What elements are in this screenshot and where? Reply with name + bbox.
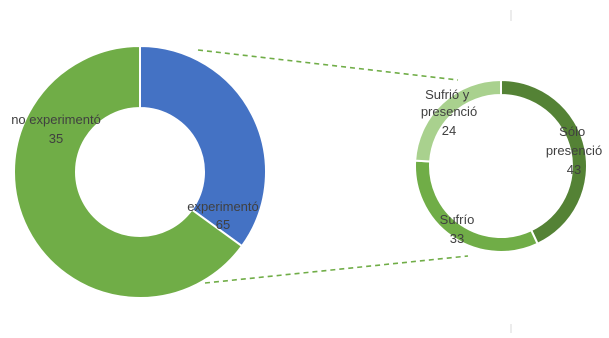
detail-donut-slice-sufrio — [414, 159, 539, 253]
label-experimento: experimentó — [187, 199, 259, 214]
label-sufrio-y-presencio-line1: Sufrió y — [425, 87, 470, 102]
main-donut-slice-experimento — [13, 44, 244, 299]
label-sufrio-y-presencio: Sufrió y presenció — [421, 87, 477, 119]
label-solo-presencio-line1: Sólo — [559, 124, 585, 139]
label-sufrio: Sufrío — [440, 212, 475, 227]
value-sufrio-y-presencio: 24 — [442, 123, 456, 138]
value-no-experimento: 35 — [49, 131, 63, 146]
value-solo-presencio: 43 — [567, 162, 581, 177]
main-donut — [13, 44, 267, 299]
label-solo-presencio-line2: presenció — [546, 143, 602, 158]
value-sufrio: 33 — [450, 231, 464, 246]
connector-line-bottom — [204, 255, 469, 284]
detail-donut-slice-sufrio-y-presencio — [414, 78, 502, 163]
value-experimento: 65 — [216, 217, 230, 232]
label-sufrio-y-presencio-line2: presenció — [421, 104, 477, 119]
main-donut-slice-no-experimento — [139, 44, 267, 248]
connector-line-top — [197, 49, 459, 81]
label-solo-presencio: Sólo presenció — [546, 124, 602, 158]
detail-donut — [414, 78, 588, 253]
label-no-experimento: no experimentó — [11, 112, 101, 127]
